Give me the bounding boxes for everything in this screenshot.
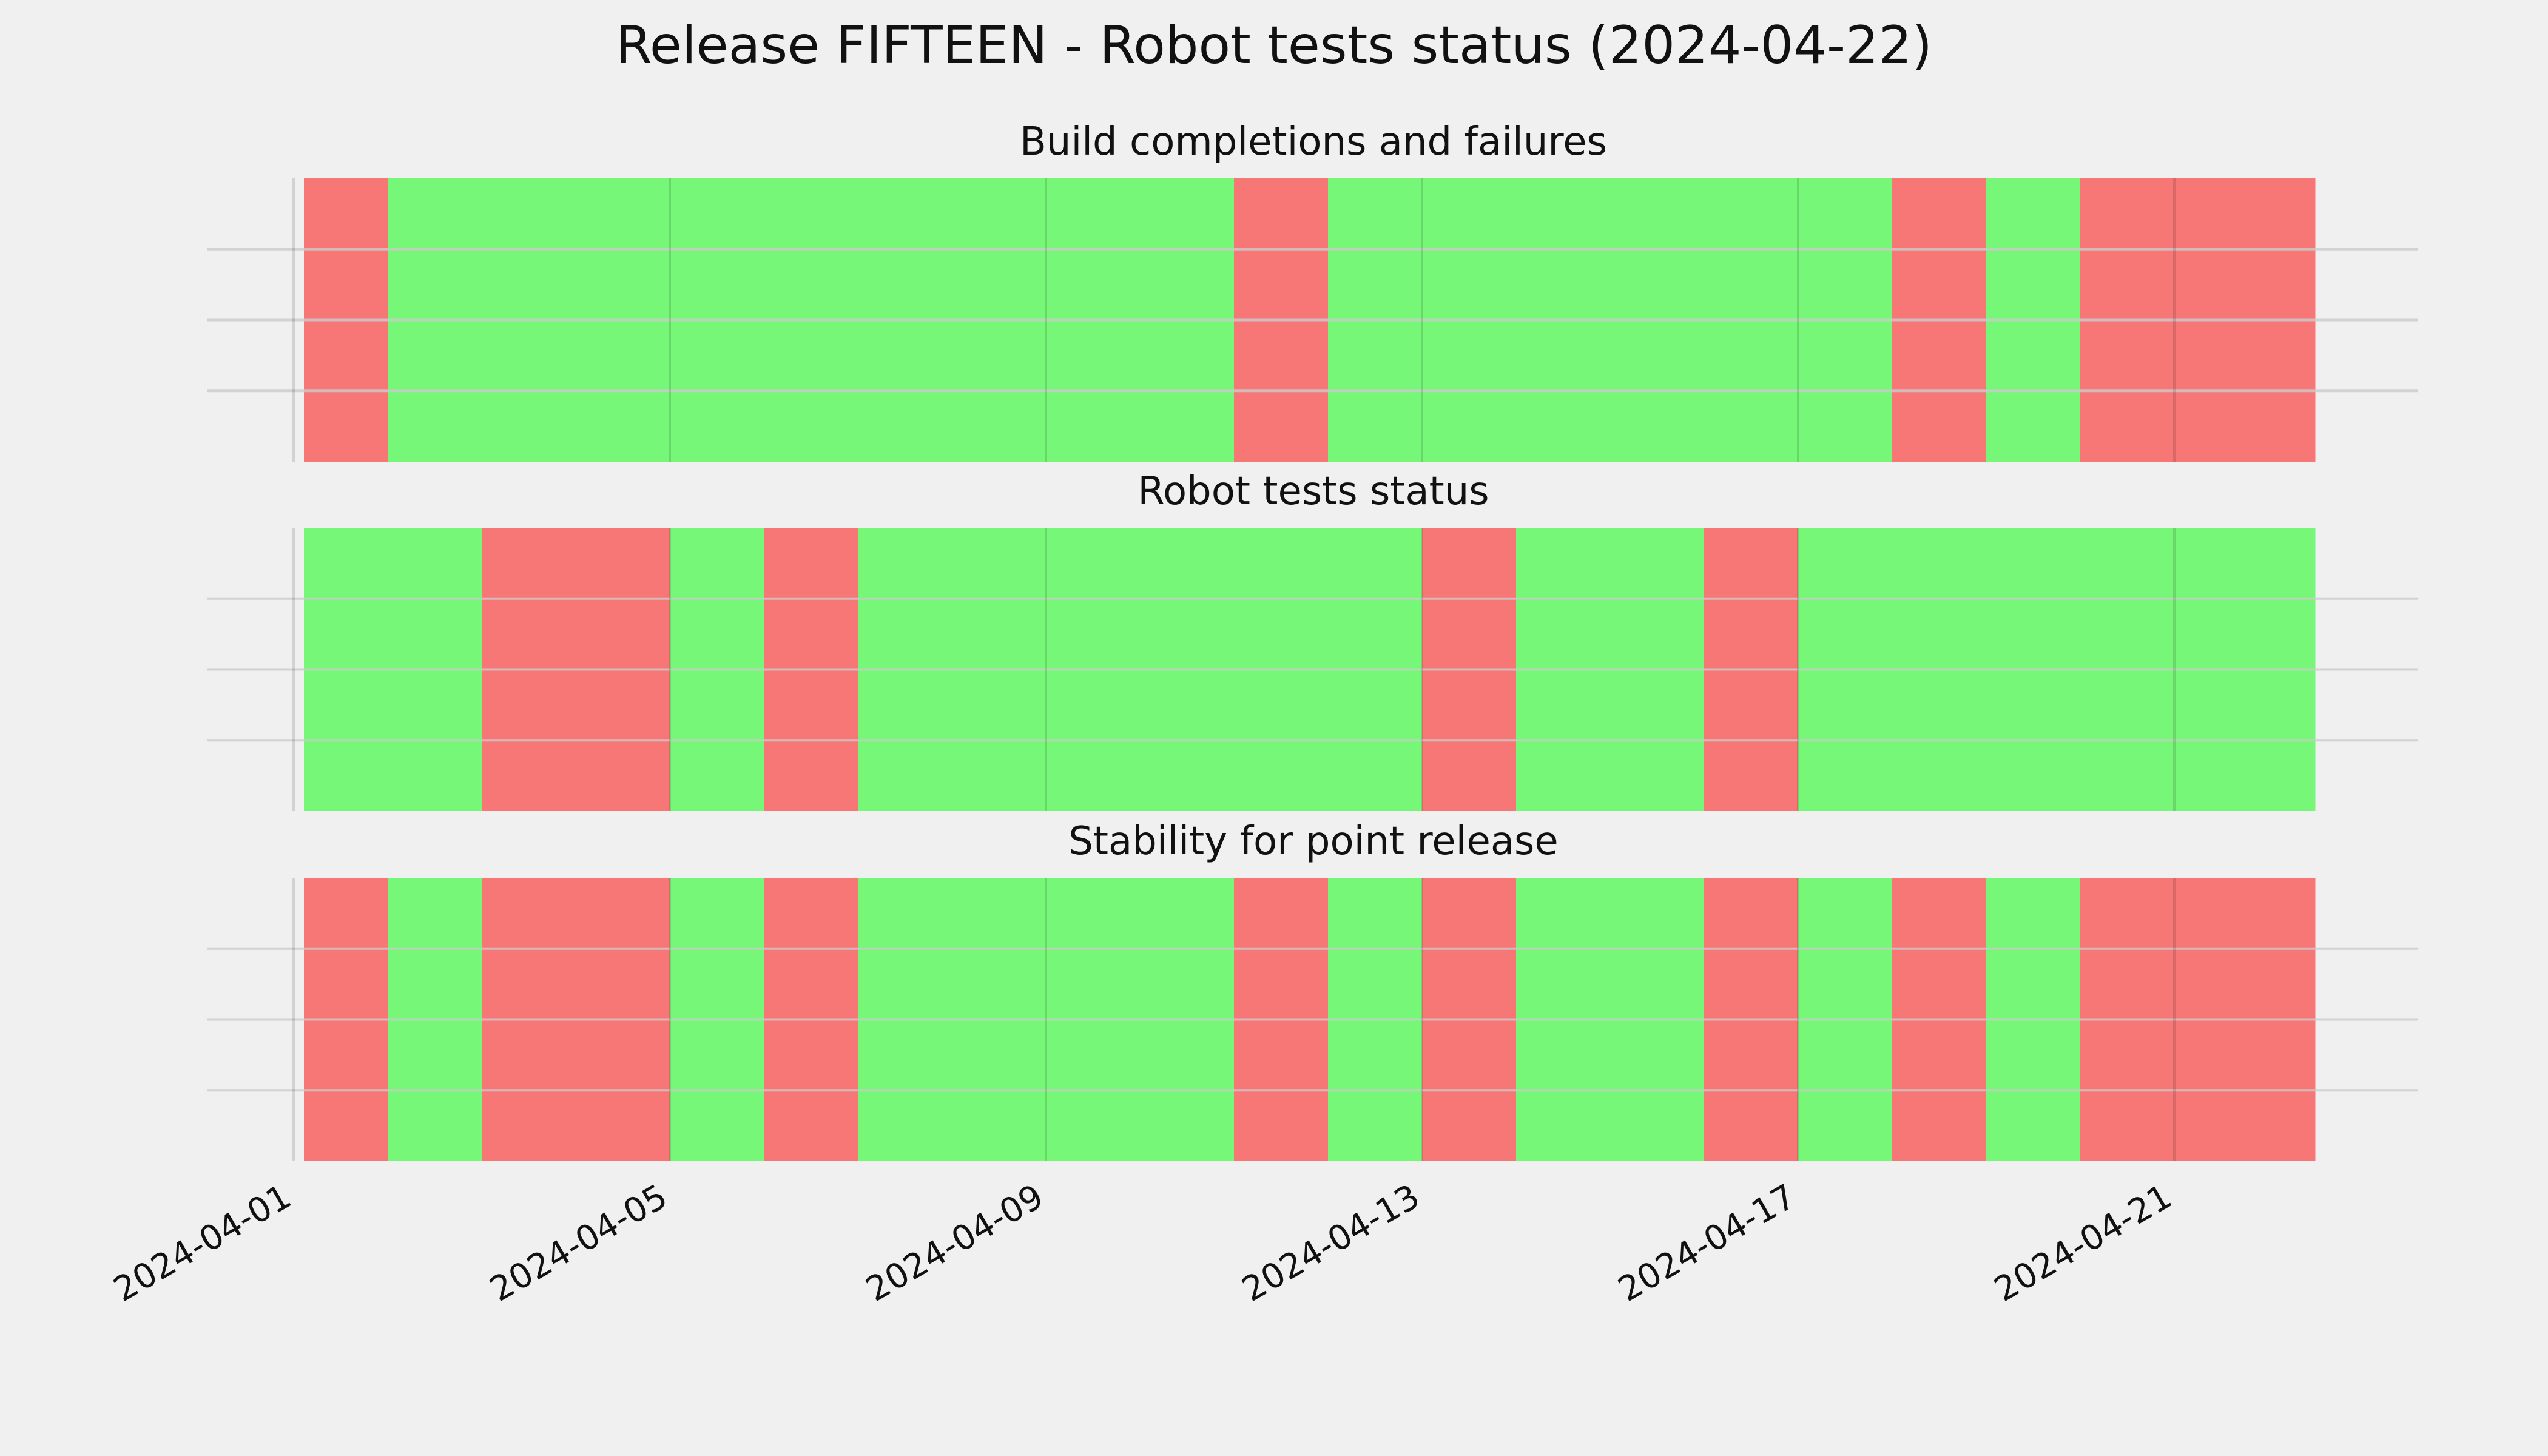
figure-title: Release FIFTEEN - Robot tests status (20… (616, 15, 1932, 76)
chart-panel-build: Build completions and failures (207, 120, 2418, 462)
panel-title: Build completions and failures (1020, 120, 1607, 164)
panel-title: Stability for point release (1068, 819, 1559, 864)
chart-panel-robot-tests: Robot tests status (207, 469, 2418, 811)
panel-title: Robot tests status (1138, 469, 1489, 514)
